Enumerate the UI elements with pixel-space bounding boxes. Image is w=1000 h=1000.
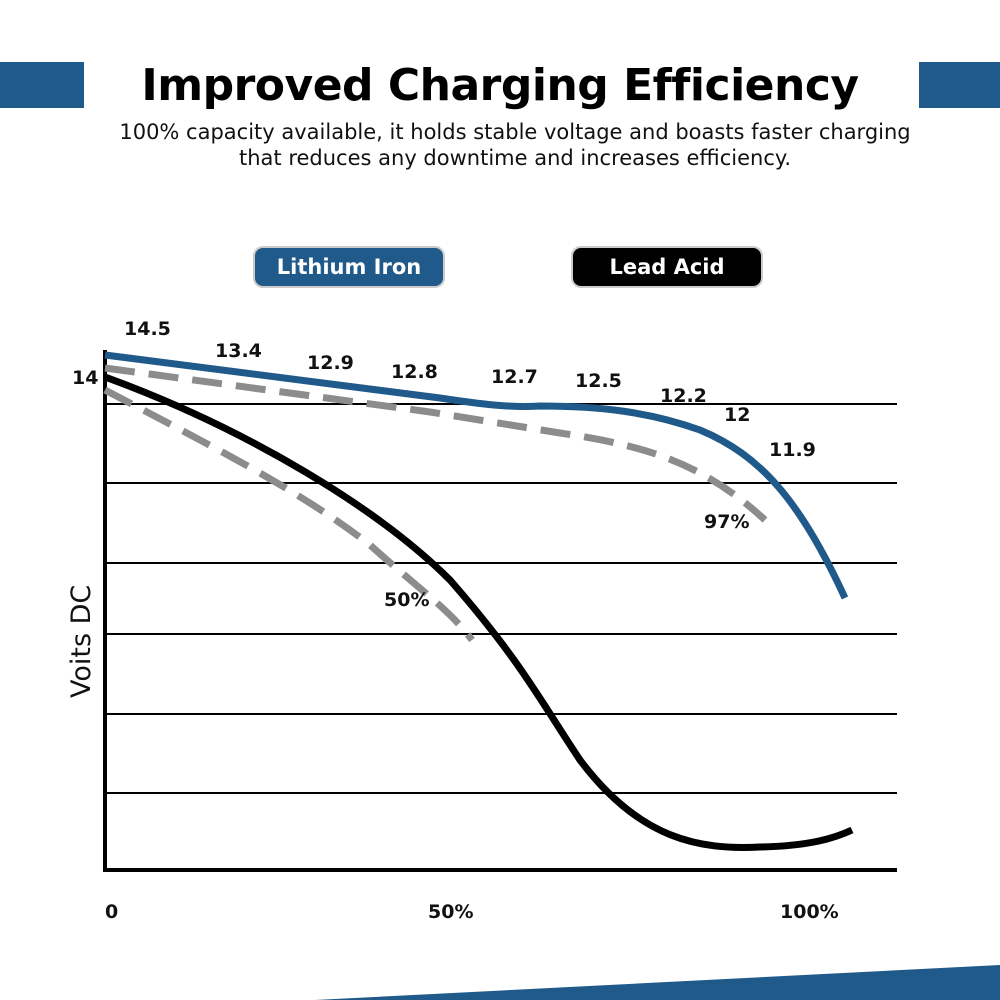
lithium-iron-line xyxy=(104,351,849,600)
page-title: Improved Charging Efficiency xyxy=(141,60,859,111)
lead-dashed-label: 50% xyxy=(384,589,429,611)
subtitle-line: 100% capacity available, it holds stable… xyxy=(119,120,911,144)
lithium-dashed-line xyxy=(104,364,768,523)
point-label: 12.8 xyxy=(391,361,438,383)
point-label: 11.9 xyxy=(769,439,816,461)
point-label: 12.5 xyxy=(575,370,622,392)
legend-lead-acid: Lead Acid xyxy=(573,248,761,286)
x-tick-label: 0 xyxy=(105,901,118,923)
bottom-accent xyxy=(315,965,1000,1000)
point-label: 12.9 xyxy=(307,352,354,374)
legend-lithium-iron: Lithium Iron xyxy=(255,248,443,286)
point-label: 13.4 xyxy=(215,340,262,362)
point-label: 12.2 xyxy=(660,385,707,407)
point-label: 12.7 xyxy=(491,366,538,388)
point-label: 14.5 xyxy=(124,318,171,340)
point-label: 12 xyxy=(724,404,750,426)
lithium-dashed-label: 97% xyxy=(704,511,749,533)
left-accent-block xyxy=(0,62,84,108)
right-accent-block xyxy=(919,62,1000,108)
subtitle: 100% capacity available, it holds stable… xyxy=(0,119,1000,171)
x-tick-label: 50% xyxy=(428,901,473,923)
lead-acid-line xyxy=(103,373,854,851)
y-tick-label: 14 xyxy=(72,367,98,389)
y-axis-label: Voits DC xyxy=(66,585,97,698)
subtitle-line: that reduces any downtime and increases … xyxy=(239,146,791,170)
x-tick-label: 100% xyxy=(780,901,839,923)
lead-acid-dashed-line xyxy=(103,386,475,643)
